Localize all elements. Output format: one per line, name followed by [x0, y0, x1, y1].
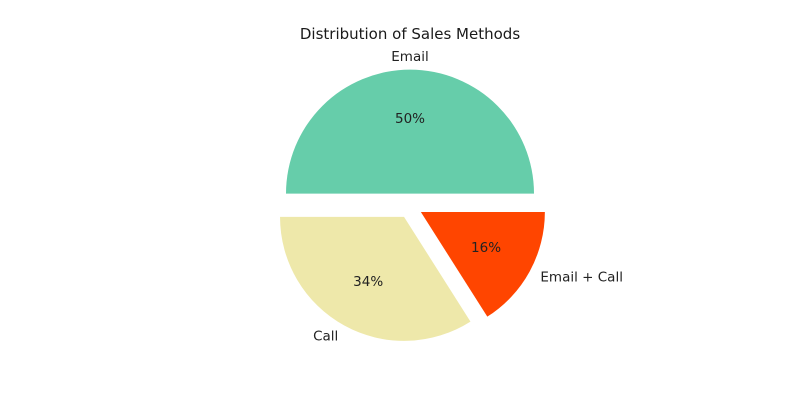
pie-slice-email	[286, 69, 534, 194]
slice-percent-call: 34%	[353, 274, 383, 290]
slice-label-email: Email	[391, 49, 428, 65]
pie-slices	[280, 69, 545, 341]
slice-label-email-call: Email + Call	[540, 270, 623, 286]
pie-slice-email-call	[420, 211, 545, 317]
pie-slice-call	[280, 216, 471, 341]
slice-percent-email-call: 16%	[471, 240, 501, 256]
pie-labels: Email 50% Call 34% Email + Call 16%	[313, 49, 623, 344]
slice-label-call: Call	[313, 328, 338, 344]
chart-title: Distribution of Sales Methods	[300, 25, 520, 43]
slice-percent-email: 50%	[395, 111, 425, 127]
